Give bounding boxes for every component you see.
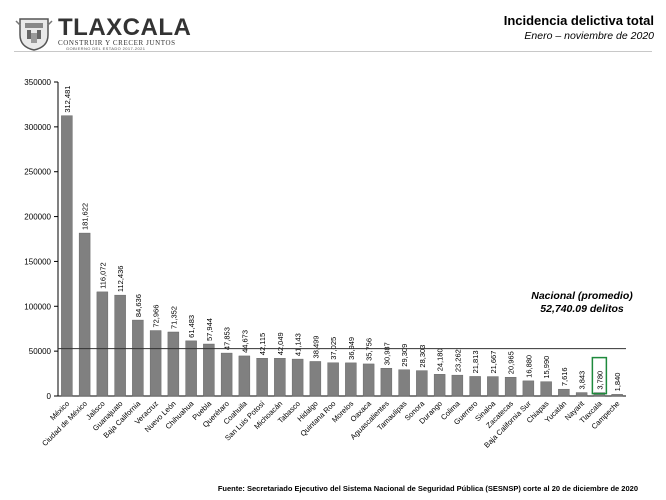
bar (575, 392, 588, 397)
y-tick-label: 300000 (24, 123, 51, 132)
bar (522, 380, 535, 397)
bar (504, 376, 517, 397)
bar-value-label: 71,352 (169, 306, 178, 329)
bar-value-label: 29,309 (400, 344, 409, 367)
bar-value-label: 35,756 (365, 338, 374, 361)
bar (558, 388, 570, 397)
tlaxcala-coat-of-arms-icon (15, 18, 53, 51)
bar (451, 374, 464, 397)
y-tick-label: 100000 (24, 302, 51, 311)
y-tick-label: 50000 (29, 347, 52, 356)
bar-value-label: 24,180 (436, 348, 445, 371)
bar-value-label: 116,072 (98, 262, 107, 289)
bar-value-label: 16,880 (524, 355, 533, 378)
bar-value-label: 3,780 (595, 371, 604, 390)
bar-value-label: 20,965 (507, 351, 516, 374)
bar (238, 355, 251, 397)
logo-tagline: CONSTRUIR Y CRECER JUNTOS (58, 39, 176, 47)
bar (540, 381, 552, 397)
y-tick-label: 200000 (24, 213, 51, 222)
bar (611, 394, 623, 397)
bar-value-label: 44,673 (240, 330, 249, 353)
bar-value-label: 47,853 (223, 327, 232, 350)
bar (469, 376, 481, 397)
highlight-box (591, 356, 608, 395)
y-tick-label: 150000 (24, 257, 51, 266)
bar (149, 330, 162, 397)
bar-value-label: 181,622 (81, 203, 90, 230)
bar (78, 232, 91, 397)
source-note: Fuente: Secretariado Ejecutivo del Siste… (217, 484, 638, 493)
logo-subtagline: GOBIERNO DEL ESTADO 2017-2021 (66, 46, 146, 51)
bar (256, 358, 268, 397)
header-divider (14, 51, 652, 52)
bar-chart: 0 50000 100000 150000 200000 250000 300000 3500… (24, 78, 626, 450)
bar-value-label: 1,840 (613, 373, 622, 392)
average-value-label: 52,740.09 delitos (540, 303, 624, 315)
chart-title: Incidencia delictiva total (503, 13, 654, 28)
average-label: Nacional (promedio) (531, 290, 633, 302)
bar-value-label: 112,436 (116, 266, 125, 293)
bar-value-label: 42,049 (276, 332, 285, 355)
bar-value-label: 21,667 (489, 351, 498, 374)
bar-value-label: 30,987 (382, 342, 391, 365)
bar-value-label: 41,143 (294, 333, 303, 356)
bar (61, 115, 73, 397)
bar (220, 352, 233, 397)
bar (291, 358, 304, 397)
bar (380, 368, 393, 397)
bar-value-label: 84,636 (134, 294, 143, 317)
bar-value-label: 15,990 (542, 356, 551, 379)
bar (345, 362, 357, 397)
bar (203, 343, 215, 397)
bar (433, 374, 446, 397)
bar-value-label: 3,843 (578, 371, 587, 390)
bar (309, 361, 322, 397)
tlaxcala-logo: TLAXCALA CONSTRUIR Y CRECER JUNTOS GOBIE… (14, 15, 191, 51)
y-tick-label: 0 (47, 392, 52, 401)
bar (274, 358, 286, 397)
bar (416, 370, 428, 397)
logo-text: TLAXCALA (58, 14, 192, 41)
bar (487, 376, 499, 397)
bar-value-label: 72,966 (152, 305, 161, 328)
bar-value-label: 312,481 (63, 86, 72, 113)
bar (185, 340, 197, 397)
bar (114, 294, 126, 397)
bar-value-label: 28,303 (418, 345, 427, 368)
y-tick-label: 250000 (24, 168, 51, 177)
chart-subtitle: Enero – noviembre de 2020 (524, 30, 654, 42)
bar-value-label: 23,262 (453, 349, 462, 372)
bar (96, 291, 109, 397)
bar-value-label: 21,813 (471, 350, 480, 373)
bar-value-label: 42,115 (258, 333, 267, 355)
bar (362, 363, 375, 397)
bar (327, 362, 339, 397)
bar-value-label: 38,499 (311, 336, 320, 359)
bar-value-label: 61,483 (187, 315, 196, 338)
y-tick-label: 350000 (24, 78, 51, 87)
bar-value-label: 7,616 (560, 367, 569, 386)
bar-value-label: 57,944 (205, 318, 214, 341)
bar (132, 319, 144, 397)
bar (167, 331, 180, 397)
bar (398, 369, 410, 397)
